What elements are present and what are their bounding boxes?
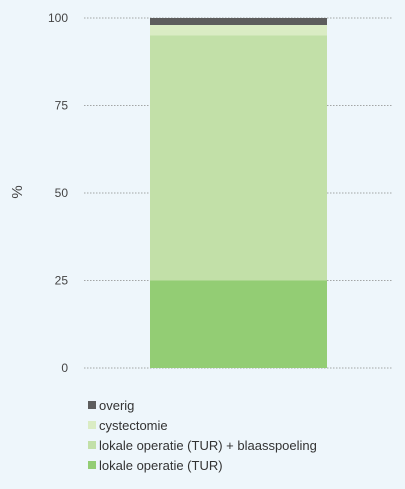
legend-swatch [88, 461, 96, 469]
legend: overig cystectomie lokale operatie (TUR) +… [88, 395, 405, 475]
y-tick-label: 25 [55, 274, 69, 288]
bar-segments [150, 18, 327, 368]
legend-swatch [88, 401, 96, 409]
legend-label: lokale operatie (TUR) + blaasspoeling [99, 437, 317, 453]
y-tick-label: 50 [55, 186, 69, 200]
y-tick-label: 0 [61, 361, 68, 375]
legend-swatch [88, 421, 96, 429]
bar-segment [150, 25, 327, 36]
bar-segment [150, 280, 327, 368]
legend-label: overig [99, 397, 135, 413]
bar-segment [150, 18, 327, 25]
legend-item: lokale operatie (TUR) + blaasspoeling [88, 435, 405, 455]
y-tick-labels: 0 25 50 75 100 [48, 11, 68, 375]
legend-item: overig [88, 395, 405, 415]
legend-label: lokale operatie (TUR) [99, 457, 223, 473]
legend-item: lokale operatie (TUR) [88, 455, 405, 475]
bar-segment [150, 35, 327, 281]
y-axis-label: % [9, 185, 26, 198]
y-tick-label: 75 [55, 99, 69, 113]
legend-item: cystectomie [88, 415, 405, 435]
legend-swatch [88, 441, 96, 449]
legend-label: cystectomie [99, 417, 168, 433]
stacked-bar-chart: % 0 25 50 75 100 [9, 11, 392, 375]
y-tick-label: 100 [48, 11, 68, 25]
